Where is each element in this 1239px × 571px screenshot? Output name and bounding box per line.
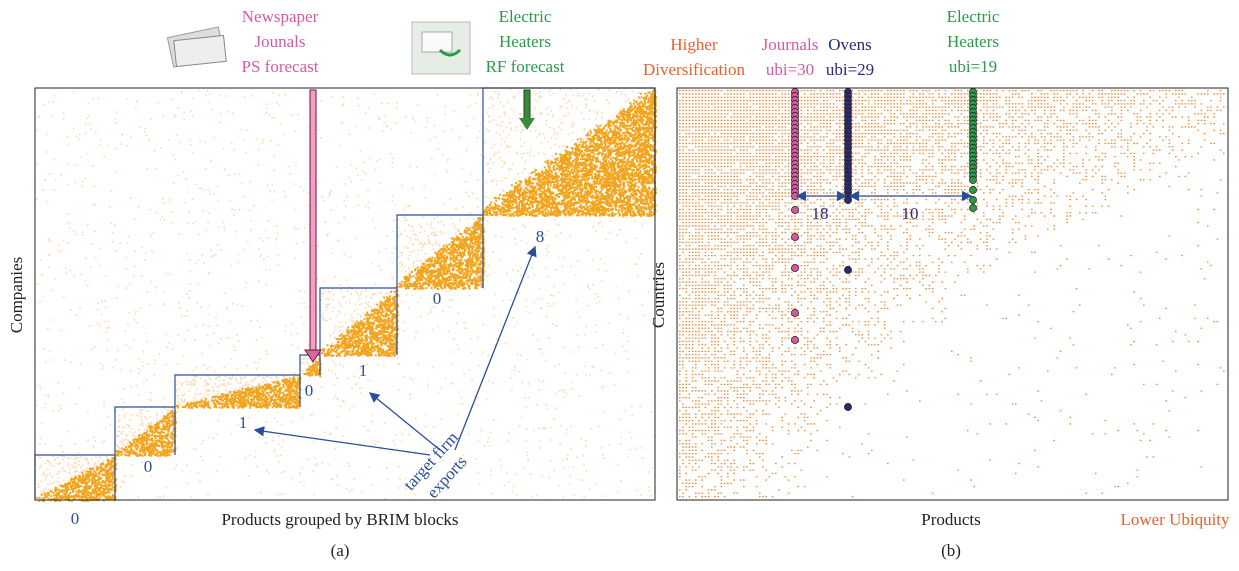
header-line: Higher	[670, 35, 718, 54]
block-dots	[36, 89, 657, 502]
header-line: Heaters	[499, 32, 551, 51]
product-dot	[791, 233, 798, 240]
product-dot	[969, 204, 976, 211]
block-label: 0	[433, 289, 442, 308]
frame-a	[35, 88, 655, 500]
green-arrow	[524, 90, 530, 120]
block-label: 1	[359, 361, 368, 380]
product-dot	[844, 266, 851, 273]
pink-arrow	[310, 90, 316, 352]
product-dot	[791, 206, 798, 213]
y-axis-label: Countries	[649, 262, 668, 328]
block-label: 0	[305, 381, 314, 400]
header-line: Jounals	[255, 32, 306, 51]
sparse-dots	[36, 88, 656, 501]
header-line: PS forecast	[242, 57, 319, 76]
product-dot	[791, 309, 798, 316]
panel-a	[35, 88, 657, 502]
header-line: RF forecast	[486, 57, 565, 76]
block-label: 0	[71, 509, 80, 528]
caption: (b)	[941, 541, 961, 560]
header-line: Heaters	[947, 32, 999, 51]
block-label: 8	[536, 227, 545, 246]
block-label: 1	[239, 413, 248, 432]
x-axis-label: Products	[921, 510, 981, 529]
x-axis-label: Products grouped by BRIM blocks	[221, 510, 458, 529]
product-dot	[791, 264, 798, 271]
header-line: Diversification	[643, 60, 745, 79]
header-line: ubi=30	[766, 60, 814, 79]
product-dot	[791, 336, 798, 343]
product-dot	[844, 403, 851, 410]
header-line: Journals	[762, 35, 819, 54]
figure: Newspaper Jounals PS forecast Electric Heate…	[0, 0, 1239, 566]
icon-heater	[412, 22, 470, 74]
header-line: ubi=29	[826, 60, 874, 79]
product-dot	[969, 176, 976, 183]
header-line: Electric	[947, 7, 1000, 26]
block-outline	[35, 88, 655, 500]
product-dot	[969, 186, 976, 193]
icon-newspaper	[167, 27, 226, 67]
corner-label: Lower Ubiquity	[1120, 510, 1230, 529]
header-line: ubi=19	[949, 57, 997, 76]
header-line: Electric	[499, 7, 552, 26]
caption: (a)	[331, 541, 350, 560]
distance-label: 10	[902, 204, 919, 223]
panel-b	[679, 88, 1225, 497]
green-arrowhead	[519, 118, 535, 130]
y-axis-label: Companies	[7, 257, 26, 334]
block-label: 0	[144, 457, 153, 476]
distance-label: 18	[812, 204, 829, 223]
matrix-dots	[679, 90, 1225, 497]
product-dot	[969, 196, 976, 203]
product-dot	[844, 196, 851, 203]
header-line: Ovens	[828, 35, 871, 54]
header-line: Newspaper	[242, 7, 319, 26]
